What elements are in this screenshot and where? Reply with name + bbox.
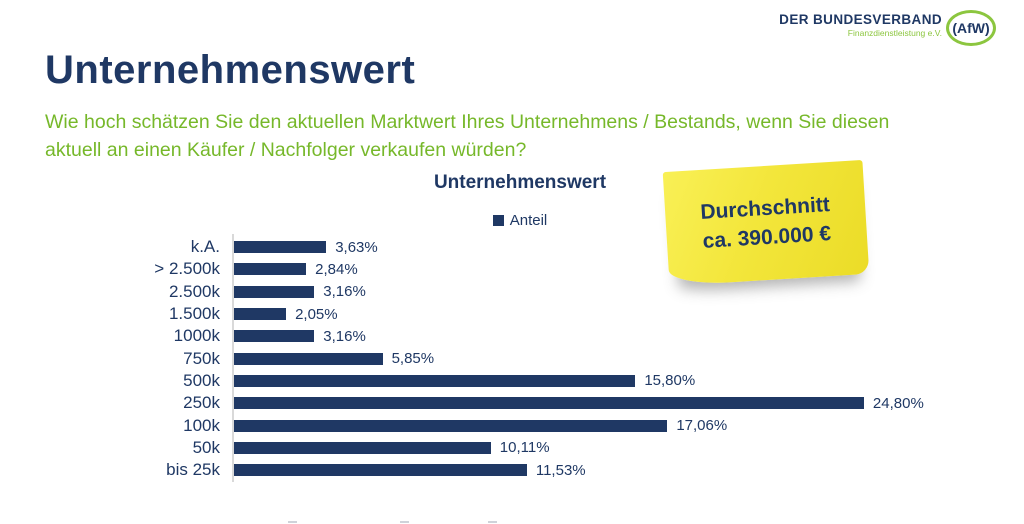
bar-track: 2,84% bbox=[234, 261, 358, 278]
bar-chart: k.A. 3,63% > 2.500k 2,84% 2.500k 3,16% 1… bbox=[0, 234, 1024, 482]
value-label: 3,16% bbox=[323, 327, 366, 345]
bar bbox=[234, 241, 327, 254]
bar-row: 500k 15,80% bbox=[0, 370, 1024, 392]
legend-swatch-icon bbox=[492, 215, 504, 226]
category-label: 750k bbox=[183, 348, 220, 368]
bar-row: > 2.500k 2,84% bbox=[0, 258, 1024, 280]
y-axis-line bbox=[232, 234, 234, 482]
bar-row: 100k 17,06% bbox=[0, 414, 1024, 436]
bar bbox=[234, 374, 636, 387]
value-label: 2,84% bbox=[315, 260, 358, 278]
org-name: DER BUNDESVERBAND bbox=[779, 12, 942, 27]
value-label: 11,53% bbox=[535, 461, 586, 479]
bar-track: 3,16% bbox=[234, 283, 366, 300]
bar-track: 2,05% bbox=[234, 306, 338, 323]
bar-track: 11,53% bbox=[234, 462, 586, 479]
bar-row: 50k 10,11% bbox=[0, 437, 1024, 459]
bar-track: 3,63% bbox=[234, 239, 378, 256]
category-label: 1000k bbox=[173, 326, 220, 346]
page-title: Unternehmenswert bbox=[45, 48, 416, 92]
legend-label: Anteil bbox=[509, 212, 548, 229]
bar-row: bis 25k 11,53% bbox=[0, 459, 1024, 481]
chart-title: Unternehmenswert bbox=[433, 172, 607, 193]
survey-question-line1: Wie hoch schätzen Sie den aktuellen Mark… bbox=[45, 111, 890, 133]
category-label: 100k bbox=[183, 415, 220, 435]
bar bbox=[234, 352, 383, 365]
survey-question-line2: aktuell an einen Käufer / Nachfolger ver… bbox=[45, 139, 527, 161]
bar bbox=[234, 263, 307, 276]
org-subtitle: Finanzdienstleistung e.V. bbox=[847, 28, 942, 38]
bar-track: 10,11% bbox=[234, 439, 550, 456]
value-label: 3,16% bbox=[323, 283, 366, 301]
chart-legend: Anteil bbox=[330, 212, 710, 229]
value-label: 5,85% bbox=[391, 350, 435, 368]
survey-question: Wie hoch schätzen Sie den aktuellen Mark… bbox=[45, 108, 985, 164]
category-label: 1.500k bbox=[168, 304, 220, 324]
value-label: 15,80% bbox=[644, 372, 696, 390]
value-label: 17,06% bbox=[676, 417, 728, 435]
bar bbox=[234, 330, 315, 343]
afw-badge-icon: (AfW) bbox=[946, 10, 996, 46]
sticky-note-line1: Durchschnitt bbox=[699, 192, 831, 224]
bar bbox=[234, 419, 668, 432]
bar-track: 5,85% bbox=[234, 350, 434, 367]
bar bbox=[234, 464, 527, 477]
bar-track: 17,06% bbox=[234, 417, 727, 434]
category-label: k.A. bbox=[190, 237, 220, 257]
category-label: 500k bbox=[183, 370, 220, 390]
bottom-crop-artifact bbox=[0, 520, 1024, 524]
category-label: 2.500k bbox=[168, 281, 220, 301]
bar-track: 3,16% bbox=[234, 328, 366, 345]
org-logo: DER BUNDESVERBAND Finanzdienstleistung e… bbox=[779, 10, 1014, 50]
bar bbox=[234, 397, 864, 410]
bar-track: 15,80% bbox=[234, 372, 695, 389]
value-label: 2,05% bbox=[295, 305, 338, 323]
bar-row: 250k 24,80% bbox=[0, 392, 1024, 414]
bar-row: k.A. 3,63% bbox=[0, 236, 1024, 258]
bar-row: 750k 5,85% bbox=[0, 348, 1024, 370]
category-label: 50k bbox=[192, 437, 220, 457]
bar bbox=[234, 285, 315, 298]
category-label: > 2.500k bbox=[154, 259, 220, 279]
category-label: 250k bbox=[183, 393, 220, 413]
bar-row: 2.500k 3,16% bbox=[0, 281, 1024, 303]
category-label: bis 25k bbox=[166, 460, 220, 480]
bar-row: 1.500k 2,05% bbox=[0, 303, 1024, 325]
bar-row: 1000k 3,16% bbox=[0, 325, 1024, 347]
value-label: 10,11% bbox=[499, 439, 550, 457]
value-label: 24,80% bbox=[872, 394, 924, 412]
bar bbox=[234, 308, 287, 321]
org-logo-text: DER BUNDESVERBAND Finanzdienstleistung e… bbox=[779, 12, 942, 38]
bar-track: 24,80% bbox=[234, 395, 924, 412]
bar bbox=[234, 441, 491, 454]
value-label: 3,63% bbox=[335, 238, 378, 256]
